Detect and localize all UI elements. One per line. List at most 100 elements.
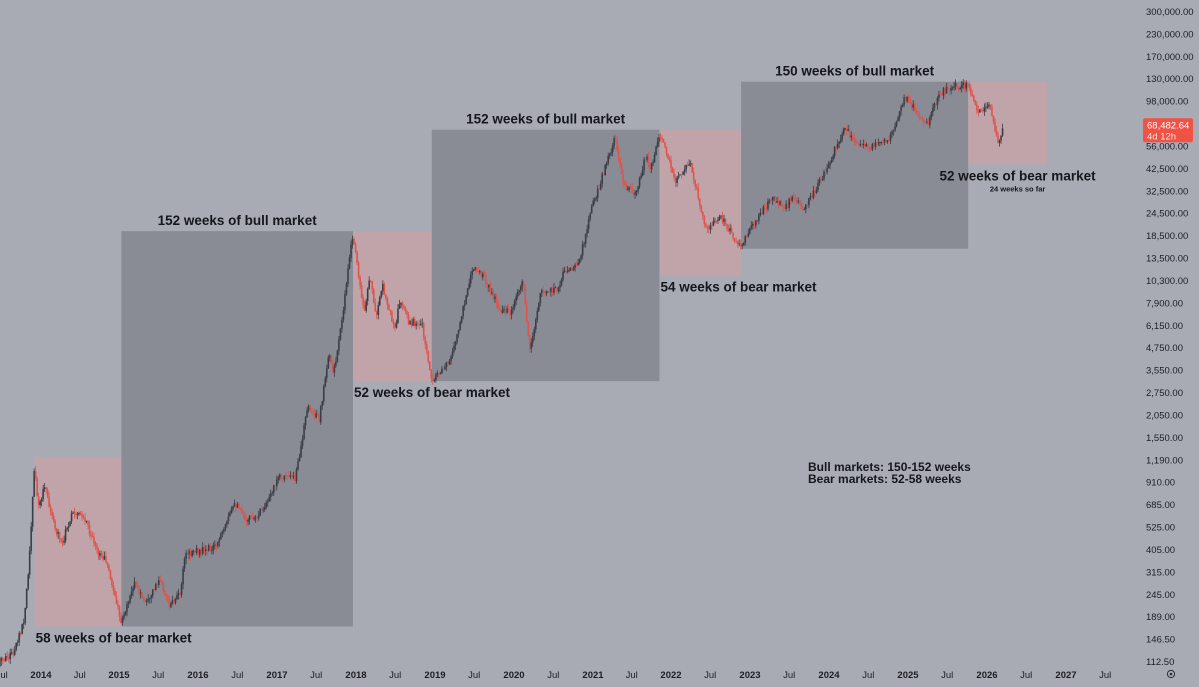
y-tick-label-0[interactable]: 300,000.00: [1146, 7, 1194, 18]
x-tick-label-11[interactable]: 2019: [424, 670, 445, 681]
candle-616: [926, 118, 928, 125]
y-tick-label-7[interactable]: 42,500.00: [1146, 164, 1188, 175]
candle-324: [485, 272, 487, 289]
x-tick-label-14[interactable]: Jul: [547, 670, 559, 681]
x-tick-label-20[interactable]: Jul: [783, 670, 795, 681]
y-tick-label-9[interactable]: 24,500.00: [1146, 209, 1188, 220]
y-tick-label-19[interactable]: 1,550.00: [1146, 433, 1183, 444]
candle-277: [413, 316, 416, 328]
gear-icon[interactable]: [1166, 669, 1176, 679]
y-tick-label-1[interactable]: 230,000.00: [1146, 29, 1194, 40]
candle-463: [694, 179, 697, 191]
x-tick-label-23[interactable]: 2025: [897, 670, 919, 681]
y-tick-label-27[interactable]: 189.00: [1146, 612, 1175, 623]
y-tick-label-4[interactable]: 98,000.00: [1146, 97, 1188, 108]
y-tick-label-10[interactable]: 18,500.00: [1146, 231, 1188, 242]
candle-body-424: [635, 190, 638, 193]
candle-body-13: [15, 642, 18, 650]
candle-body-646: [971, 93, 974, 96]
candle-38: [52, 512, 55, 523]
x-tick-label-9[interactable]: 2018: [345, 670, 366, 681]
y-tick-label-28[interactable]: 146.50: [1146, 635, 1175, 646]
y-tick-label-12[interactable]: 10,300.00: [1146, 276, 1188, 287]
x-tick-label-2[interactable]: Jul: [74, 670, 86, 681]
y-tick-label-6[interactable]: 56,000.00: [1146, 141, 1188, 152]
x-tick-label-4[interactable]: Jul: [152, 670, 164, 681]
candle-body-648: [974, 100, 977, 105]
candle-body-400: [599, 183, 602, 190]
candle-body-150: [221, 531, 224, 534]
x-tick-label-18[interactable]: Jul: [704, 670, 716, 681]
candle-657: [988, 101, 990, 110]
x-tick-label-12[interactable]: Jul: [468, 670, 480, 681]
x-tick-label-22[interactable]: Jul: [862, 670, 874, 681]
candle-191: [283, 475, 286, 483]
y-tick-label-22[interactable]: 685.00: [1146, 500, 1175, 511]
time-axis[interactable]: Jul 2014 Jul 2015 Jul 2016 Jul 2017 Jul 2018 Jul 20…: [0, 669, 1176, 681]
x-tick-label-6[interactable]: Jul: [231, 670, 243, 681]
candle-8: [7, 653, 10, 663]
x-tick-label-3[interactable]: 2015: [108, 670, 130, 681]
candle-343: [513, 298, 516, 311]
x-tick-label-5[interactable]: 2016: [187, 670, 208, 681]
candle-450: [674, 174, 677, 188]
y-tick-label-25[interactable]: 315.00: [1146, 567, 1175, 578]
candle-body-160: [236, 503, 239, 508]
candle-330: [494, 293, 496, 303]
candle-47: [66, 527, 68, 532]
x-tick-label-21[interactable]: 2024: [818, 670, 840, 681]
x-tick-label-1[interactable]: 2014: [30, 670, 52, 681]
candle-648: [974, 99, 977, 106]
y-tick-label-18[interactable]: 2,050.00: [1146, 410, 1183, 421]
x-tick-label-8[interactable]: Jul: [310, 670, 322, 681]
y-tick-label-23[interactable]: 525.00: [1146, 523, 1175, 534]
x-tick-label-26[interactable]: Jul: [1020, 670, 1032, 681]
candle-body-385: [577, 262, 579, 266]
y-tick-label-16[interactable]: 3,550.00: [1146, 366, 1183, 377]
x-tick-label-10[interactable]: Jul: [389, 670, 401, 681]
candle-body-224: [333, 365, 336, 373]
y-tick-label-26[interactable]: 245.00: [1146, 590, 1175, 601]
x-tick-label-13[interactable]: 2020: [503, 670, 524, 681]
y-tick-label-29[interactable]: 112.50: [1146, 657, 1174, 668]
candle-body-665: [1000, 135, 1002, 141]
y-tick-label-21[interactable]: 910.00: [1146, 478, 1175, 489]
candle-341: [510, 306, 513, 320]
x-tick-label-15[interactable]: 2021: [582, 670, 604, 681]
candle-body-186: [275, 479, 278, 487]
y-tick-label-13[interactable]: 7,900.00: [1146, 298, 1183, 309]
candle-599: [900, 104, 902, 116]
x-tick-label-0[interactable]: Jul: [0, 670, 8, 681]
y-tick-label-3[interactable]: 130,000.00: [1146, 74, 1194, 85]
candle-body-531: [797, 200, 800, 202]
y-tick-label-2[interactable]: 170,000.00: [1146, 52, 1194, 63]
y-tick-label-14[interactable]: 6,150.00: [1146, 321, 1183, 332]
y-tick-label-15[interactable]: 4,750.00: [1146, 343, 1183, 354]
y-tick-label-20[interactable]: 1,190.00: [1146, 455, 1183, 466]
candle-354: [530, 338, 533, 353]
candle-272: [406, 310, 408, 319]
candle-body-262: [391, 311, 393, 322]
candle-body-420: [629, 187, 632, 189]
x-tick-label-27[interactable]: 2027: [1055, 670, 1076, 681]
candle-body-515: [773, 196, 775, 198]
candle-293: [438, 372, 440, 380]
x-tick-label-17[interactable]: 2022: [660, 670, 681, 681]
candle-body-98: [142, 597, 145, 600]
y-tick-label-8[interactable]: 32,500.00: [1146, 186, 1188, 197]
x-tick-label-19[interactable]: 2023: [739, 670, 760, 681]
candle-45: [63, 535, 65, 546]
y-tick-label-11[interactable]: 13,500.00: [1146, 254, 1188, 265]
y-tick-label-17[interactable]: 2,750.00: [1146, 388, 1183, 399]
candle-body-539: [809, 195, 812, 199]
candle-624: [938, 90, 940, 102]
x-tick-label-24[interactable]: Jul: [941, 670, 953, 681]
price-axis[interactable]: 300,000.00 230,000.00 170,000.00 130,000.00…: [1146, 7, 1194, 668]
x-tick-label-28[interactable]: Jul: [1099, 670, 1111, 681]
x-tick-label-7[interactable]: 2017: [266, 670, 287, 681]
candle-267: [398, 299, 401, 310]
x-tick-label-25[interactable]: 2026: [976, 670, 997, 681]
x-tick-label-16[interactable]: Jul: [626, 670, 638, 681]
candle-body-28: [37, 496, 40, 506]
y-tick-label-24[interactable]: 405.00: [1146, 545, 1175, 556]
